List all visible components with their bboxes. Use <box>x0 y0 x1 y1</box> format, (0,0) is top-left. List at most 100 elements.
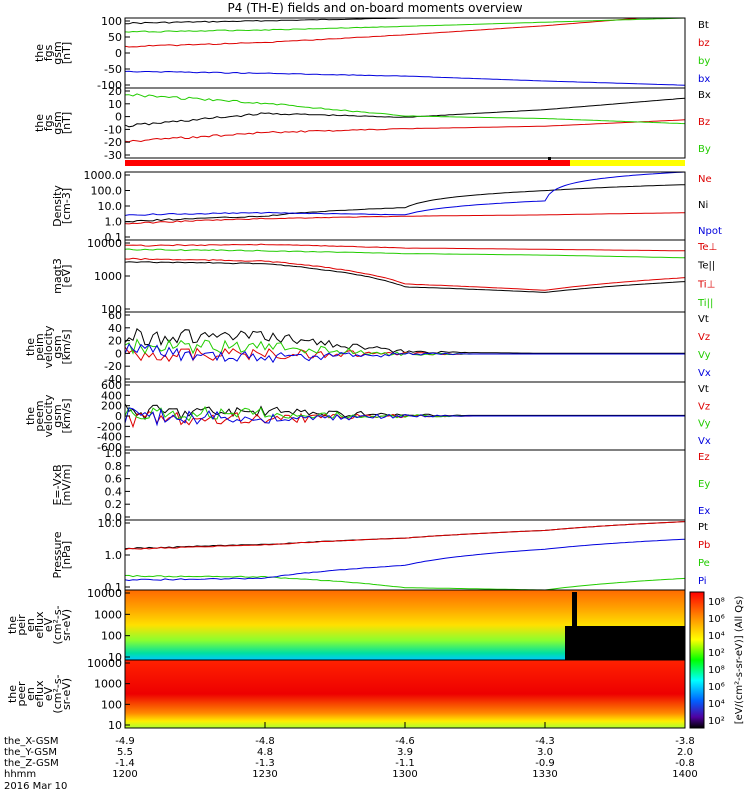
legend-efield: Ex <box>698 506 710 517</box>
y-tick-label: 200 <box>101 400 122 413</box>
y-axis-label: eflux <box>33 611 46 639</box>
y-axis-label: the <box>24 407 37 425</box>
series-peem-Vx <box>124 407 685 427</box>
y-tick-label: -10 <box>104 123 122 136</box>
series-density-Ne <box>124 212 685 225</box>
legend-temp: Te⊥ <box>697 242 717 253</box>
series-fgs_dsl-Bx <box>124 97 686 128</box>
axis-frame <box>124 17 686 89</box>
y-axis-label: velocity <box>42 325 55 368</box>
y-tick-label: 10.0 <box>98 200 123 213</box>
panel-pressure: 10.0 1.0 0.1 Pressure[nPa] Pt Pb Pe Pi <box>51 517 710 594</box>
y-axis-label: (cm²-s- <box>51 674 64 713</box>
colorbar-tick: 10⁶ <box>708 682 725 693</box>
y-axis-label: Density <box>51 185 64 227</box>
series-pressure-Pe <box>124 574 686 591</box>
x-row-value: 4.8 <box>257 747 273 758</box>
y-tick-label: 100 <box>101 303 122 316</box>
colorbar-tick: 10² <box>708 648 725 659</box>
colorbar-tick: 10⁴ <box>708 699 725 710</box>
y-axis-label: gsm <box>51 335 64 358</box>
y-tick-label: 0 <box>115 410 122 423</box>
y-tick-label: 0.4 <box>105 485 123 498</box>
y-tick-label: 0.1 <box>105 581 123 594</box>
legend-peem: Vt <box>698 384 709 395</box>
x-row-value: -1.4 <box>115 758 135 769</box>
legend-density: Npot <box>698 226 722 237</box>
legend-pressure: Pt <box>698 522 708 533</box>
y-tick-label: 0.8 <box>105 460 123 473</box>
x-row-value: -4.9 <box>115 736 135 747</box>
x-row-value: -4.8 <box>255 736 275 747</box>
y-tick-label: 10 <box>108 651 122 664</box>
y-axis-label: gsm <box>51 111 64 134</box>
y-tick-label: 0 <box>115 111 122 124</box>
y-tick-label: 50 <box>108 31 122 44</box>
y-tick-label: 10000 <box>87 657 122 670</box>
x-row-value: 3.0 <box>537 747 553 758</box>
y-tick-label: 100.0 <box>91 185 123 198</box>
legend-pressure: Pi <box>698 576 707 587</box>
y-tick-label: 10 <box>108 98 122 111</box>
series-pressure-Pi <box>124 538 686 582</box>
y-axis-label: peer <box>15 681 28 707</box>
x-row-value: 3.9 <box>397 747 413 758</box>
y-axis-label: Pressure <box>51 531 64 578</box>
y-axis-label: [mV/m] <box>60 464 73 505</box>
axis-frame <box>124 449 686 521</box>
y-axis-label: peem <box>33 400 46 431</box>
y-tick-label: -200 <box>97 420 122 433</box>
axis-frame <box>124 311 686 383</box>
x-row-value: 1300 <box>392 769 417 780</box>
series-temp-Ti⊥ <box>124 243 685 252</box>
y-tick-label: 1000.0 <box>84 169 123 182</box>
y-axis-label: en <box>24 618 37 632</box>
y-axis-label: sr-eV) <box>60 609 73 641</box>
series-density-Ni <box>124 184 686 223</box>
y-tick-label: 0.2 <box>105 498 123 511</box>
x-row-value: 1400 <box>672 769 697 780</box>
spectrogram-data-gap <box>572 592 577 660</box>
x-row-value: 1230 <box>252 769 277 780</box>
y-tick-label: 100 <box>101 630 122 643</box>
legend-fgs: Bt <box>698 20 709 31</box>
spectrogram-peer <box>125 660 685 728</box>
y-tick-label: 10000 <box>87 587 122 600</box>
axis-frame <box>124 171 686 241</box>
y-tick-label: 0 <box>115 47 122 60</box>
x-row-value: 5.5 <box>117 747 133 758</box>
y-axis-label: gsm <box>51 404 64 427</box>
y-tick-label: 1.0 <box>105 216 123 229</box>
y-tick-label: 1.0 <box>105 447 123 460</box>
spectrogram-no-data-region <box>565 626 685 660</box>
panel-density: 1000.0 100.0 10.0 1.0 0.1 Density[cm-3] Ne Ni Np… <box>51 169 722 244</box>
series-fgs-by <box>124 17 686 33</box>
y-axis-label: the <box>33 44 46 62</box>
y-axis-label: eV <box>42 686 55 701</box>
colorbar-tick: 10⁶ <box>708 614 725 625</box>
y-axis-label: eflux <box>33 680 46 708</box>
legend-temp: Ti⊥ <box>697 279 715 290</box>
y-tick-label: 0.1 <box>105 231 123 244</box>
y-axis-label: [cm-3] <box>60 188 73 224</box>
legend-density: Ne <box>698 174 712 185</box>
legend-fgs: by <box>698 56 710 67</box>
y-tick-label: 1.0 <box>105 549 123 562</box>
axis-frame <box>124 519 686 591</box>
colorbar-label: [eV/(cm²-s-sr-eV)] (All Qs) <box>734 596 745 725</box>
y-tick-label: 100 <box>101 698 122 711</box>
x-row-value: -4.6 <box>395 736 415 747</box>
x-row-value: -0.8 <box>675 758 695 769</box>
mode-bar-red <box>125 160 570 166</box>
y-axis-label: velocity <box>42 394 55 437</box>
legend-fgs_dsl: Bz <box>698 117 710 128</box>
y-axis-label: peim <box>33 333 46 361</box>
y-tick-label: 60 <box>108 309 122 322</box>
x-row-value: 1330 <box>532 769 557 780</box>
y-tick-label: -600 <box>97 441 122 454</box>
y-axis-label: fgs <box>42 114 55 131</box>
legend-fgs_dsl: Bx <box>698 90 711 101</box>
y-tick-label: 20 <box>108 85 122 98</box>
series-pressure-Pb <box>124 521 686 551</box>
y-tick-label: -20 <box>104 136 122 149</box>
